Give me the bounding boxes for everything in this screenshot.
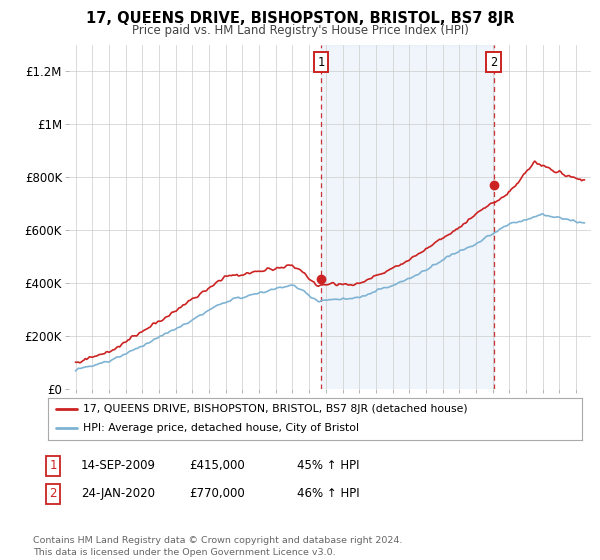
Text: 24-JAN-2020: 24-JAN-2020 — [81, 487, 155, 501]
Bar — [321, 45, 494, 389]
Text: 2: 2 — [49, 487, 57, 501]
Text: 46% ↑ HPI: 46% ↑ HPI — [297, 487, 359, 501]
Text: £415,000: £415,000 — [189, 459, 245, 473]
Text: HPI: Average price, detached house, City of Bristol: HPI: Average price, detached house, City… — [83, 423, 359, 433]
Text: 1: 1 — [317, 55, 325, 68]
Text: 14-SEP-2009: 14-SEP-2009 — [81, 459, 156, 473]
Text: Price paid vs. HM Land Registry's House Price Index (HPI): Price paid vs. HM Land Registry's House … — [131, 24, 469, 36]
Text: 17, QUEENS DRIVE, BISHOPSTON, BRISTOL, BS7 8JR: 17, QUEENS DRIVE, BISHOPSTON, BRISTOL, B… — [86, 11, 514, 26]
Text: 2: 2 — [490, 55, 497, 68]
Text: 17, QUEENS DRIVE, BISHOPSTON, BRISTOL, BS7 8JR (detached house): 17, QUEENS DRIVE, BISHOPSTON, BRISTOL, B… — [83, 404, 467, 414]
Text: Contains HM Land Registry data © Crown copyright and database right 2024.
This d: Contains HM Land Registry data © Crown c… — [33, 536, 403, 557]
Text: 45% ↑ HPI: 45% ↑ HPI — [297, 459, 359, 473]
Text: £770,000: £770,000 — [189, 487, 245, 501]
Text: 1: 1 — [49, 459, 57, 473]
